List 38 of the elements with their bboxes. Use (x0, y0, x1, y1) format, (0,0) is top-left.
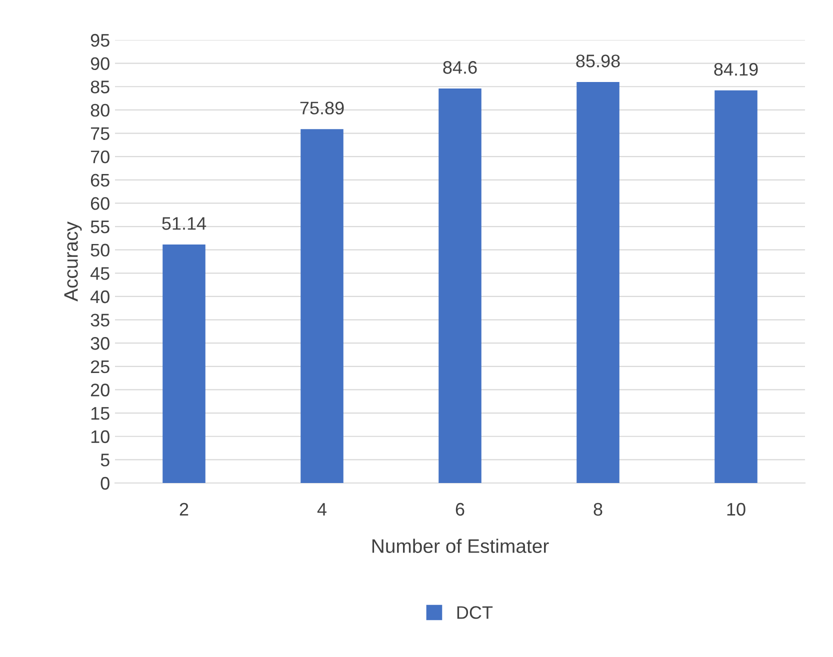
x-tick-label: 8 (594, 502, 602, 516)
bar (162, 244, 206, 483)
bar (576, 82, 620, 483)
data-label: 84.6 (443, 61, 477, 74)
y-tick-label: 30 (90, 337, 110, 350)
y-tick-label: 20 (90, 384, 110, 396)
bar (438, 88, 482, 483)
y-tick-label: 5 (100, 454, 110, 466)
legend-label: DCT (457, 606, 493, 619)
data-label: 84.19 (714, 62, 758, 76)
y-axis-title: Accuracy (64, 222, 82, 302)
y-tick-label: 0 (100, 476, 110, 490)
x-tick-label: 2 (180, 502, 188, 516)
x-tick-label: 10 (727, 502, 746, 516)
x-axis-title: Number of Estimater (372, 538, 549, 554)
data-label: 51.14 (162, 217, 206, 230)
data-label: 75.89 (300, 102, 344, 114)
y-tick-label: 95 (90, 34, 110, 47)
y-tick-label: 90 (90, 57, 110, 70)
y-tick-label: 35 (90, 314, 110, 327)
y-tick-label: 85 (90, 80, 110, 94)
y-tick-label: 75 (90, 127, 110, 140)
y-tick-label: 70 (90, 150, 110, 164)
y-tick-label: 10 (91, 430, 110, 444)
y-tick-label: 60 (90, 197, 110, 210)
data-label: 85.98 (576, 54, 620, 68)
bar (300, 129, 344, 483)
y-tick-label: 25 (90, 360, 110, 374)
y-tick-label: 65 (90, 174, 110, 187)
bar (714, 90, 758, 483)
y-tick-label: 15 (91, 407, 110, 420)
y-tick-label: 80 (90, 104, 110, 117)
y-tick-label: 50 (90, 244, 110, 257)
y-tick-label: 55 (90, 220, 110, 234)
y-tick-label: 45 (90, 267, 110, 280)
y-tick-label: 40 (90, 290, 110, 304)
x-tick-label: 4 (317, 503, 326, 516)
x-tick-label: 6 (456, 502, 464, 516)
